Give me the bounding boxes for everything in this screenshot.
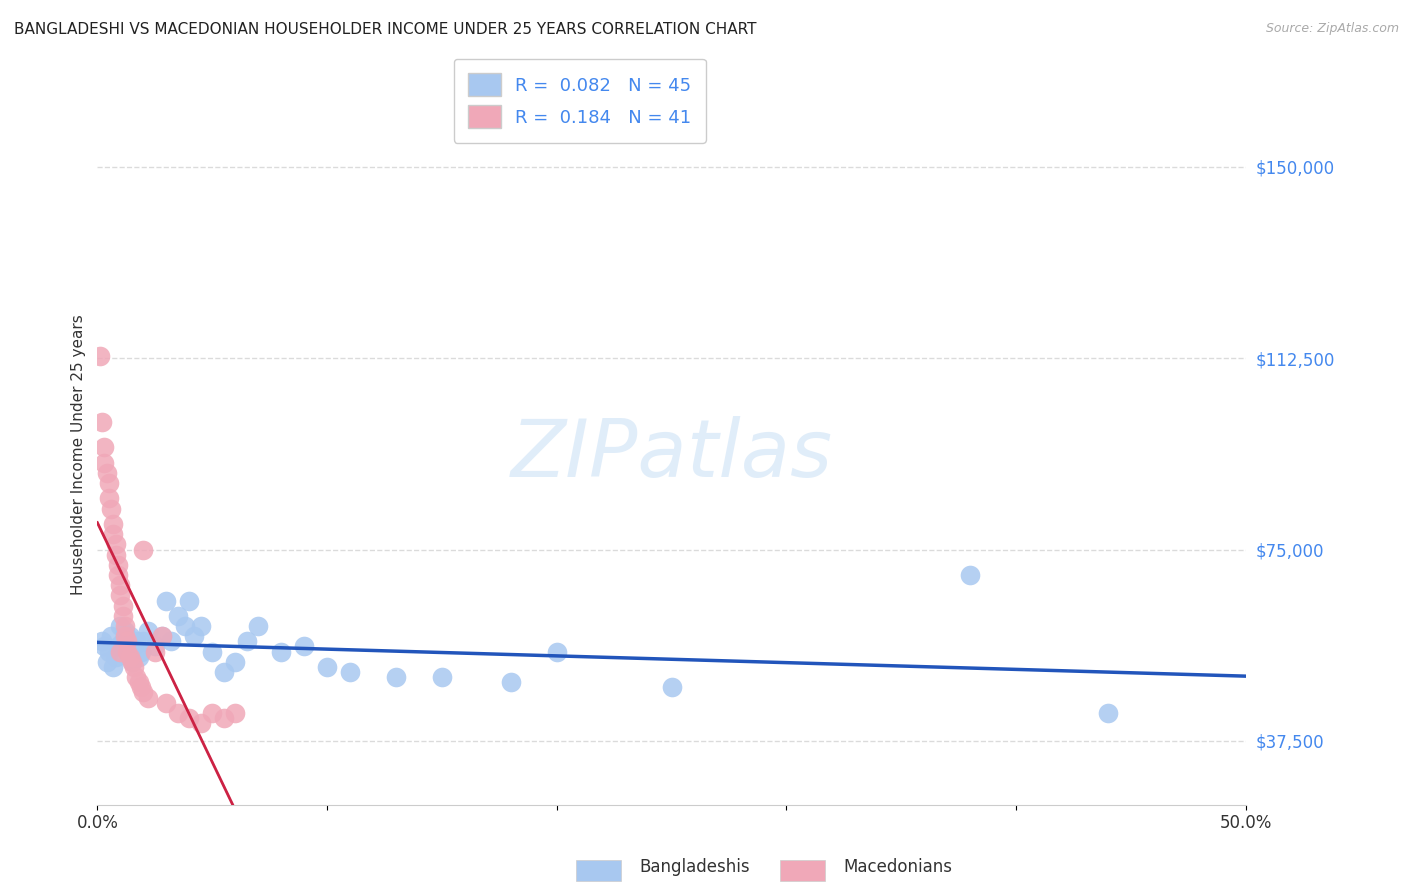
Point	[201, 706, 224, 720]
Point	[155, 696, 177, 710]
Point	[179, 593, 201, 607]
Point	[499, 675, 522, 690]
Point	[114, 629, 136, 643]
Point	[115, 634, 138, 648]
Point	[104, 537, 127, 551]
Point	[235, 634, 257, 648]
Point	[959, 568, 981, 582]
Point	[91, 415, 114, 429]
Point	[430, 670, 453, 684]
Point	[103, 660, 125, 674]
Point	[115, 644, 138, 658]
Point	[143, 640, 166, 654]
Y-axis label: Householder Income Under 25 years: Householder Income Under 25 years	[72, 315, 86, 596]
Point	[114, 619, 136, 633]
Point	[118, 649, 141, 664]
Point	[143, 644, 166, 658]
Text: BANGLADESHI VS MACEDONIAN HOUSEHOLDER INCOME UNDER 25 YEARS CORRELATION CHART: BANGLADESHI VS MACEDONIAN HOUSEHOLDER IN…	[14, 22, 756, 37]
Point	[93, 640, 115, 654]
Point	[103, 516, 125, 531]
Point	[385, 670, 408, 684]
Point	[155, 593, 177, 607]
Point	[136, 690, 159, 705]
Text: Macedonians: Macedonians	[844, 858, 953, 876]
Point	[212, 711, 235, 725]
Point	[190, 716, 212, 731]
Point	[1097, 706, 1119, 720]
Point	[150, 629, 173, 643]
Point	[166, 706, 188, 720]
Point	[190, 619, 212, 633]
Point	[115, 644, 138, 658]
Point	[110, 619, 132, 633]
Point	[107, 568, 129, 582]
Point	[122, 640, 145, 654]
Point	[132, 634, 155, 648]
Point	[125, 634, 148, 648]
Point	[224, 655, 246, 669]
Point	[201, 644, 224, 658]
Point	[150, 629, 173, 643]
Point	[121, 655, 143, 669]
Point	[103, 527, 125, 541]
Point	[107, 558, 129, 572]
Point	[247, 619, 270, 633]
Point	[111, 599, 134, 613]
Point	[100, 501, 122, 516]
Point	[339, 665, 361, 679]
Point	[166, 608, 188, 623]
Point	[110, 578, 132, 592]
Point	[104, 649, 127, 664]
Point	[89, 349, 111, 363]
Point	[270, 644, 292, 658]
Point	[128, 649, 150, 664]
Point	[111, 634, 134, 648]
Point	[100, 629, 122, 643]
Point	[107, 640, 129, 654]
Legend: R =  0.082   N = 45, R =  0.184   N = 41: R = 0.082 N = 45, R = 0.184 N = 41	[454, 59, 706, 143]
Point	[136, 624, 159, 639]
Point	[122, 660, 145, 674]
Point	[110, 644, 132, 658]
Point	[183, 629, 205, 643]
Point	[121, 655, 143, 669]
Point	[173, 619, 195, 633]
Point	[114, 624, 136, 639]
Point	[97, 644, 120, 658]
Point	[96, 466, 118, 480]
Point	[224, 706, 246, 720]
Text: ZIPatlas: ZIPatlas	[510, 416, 832, 494]
Point	[129, 681, 152, 695]
Point	[91, 634, 114, 648]
Point	[104, 548, 127, 562]
Point	[97, 491, 120, 506]
Point	[160, 634, 183, 648]
Point	[93, 441, 115, 455]
Point	[97, 476, 120, 491]
Point	[132, 685, 155, 699]
Point	[132, 542, 155, 557]
Point	[292, 640, 315, 654]
Point	[661, 681, 683, 695]
Point	[125, 670, 148, 684]
Point	[96, 655, 118, 669]
Point	[212, 665, 235, 679]
Point	[118, 629, 141, 643]
Text: Bangladeshis: Bangladeshis	[640, 858, 751, 876]
Point	[129, 644, 152, 658]
Point	[316, 660, 339, 674]
Point	[179, 711, 201, 725]
Point	[93, 456, 115, 470]
Point	[110, 589, 132, 603]
Point	[546, 644, 568, 658]
Text: Source: ZipAtlas.com: Source: ZipAtlas.com	[1265, 22, 1399, 36]
Point	[111, 608, 134, 623]
Point	[128, 675, 150, 690]
